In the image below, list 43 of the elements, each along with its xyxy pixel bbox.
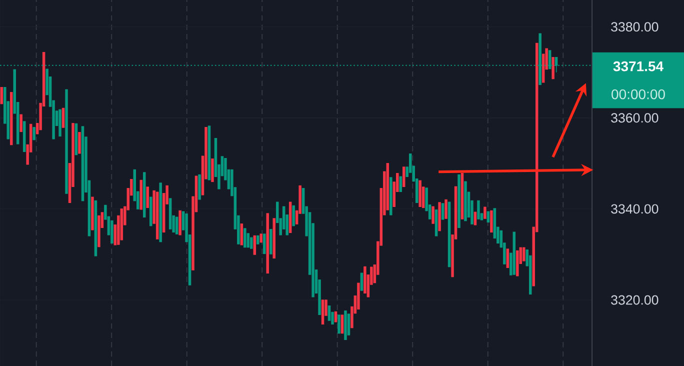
candlestick	[211, 158, 214, 182]
candlestick	[444, 199, 448, 219]
candlestick	[357, 282, 360, 310]
y-tick-label: 3320.00	[611, 295, 658, 305]
candlestick	[32, 127, 36, 140]
candlestick	[198, 174, 201, 200]
candlestick	[418, 180, 422, 208]
candlestick	[146, 186, 149, 208]
y-tick-label: 3360.00	[611, 113, 658, 123]
candlestick	[490, 210, 493, 233]
candlestick	[438, 202, 441, 232]
candlestick	[344, 310, 347, 340]
candlestick	[522, 247, 526, 262]
candlestick	[20, 114, 22, 132]
candlestick	[91, 196, 94, 230]
candlestick	[399, 176, 402, 192]
candlestick	[390, 177, 392, 216]
candlestick	[272, 218, 276, 258]
y-tick-label: 3340.00	[611, 204, 658, 214]
candlestick	[458, 174, 460, 228]
candlestick	[159, 182, 162, 242]
candlestick	[178, 210, 182, 236]
candlestick	[364, 266, 366, 294]
candlestick	[484, 206, 486, 219]
candlestick	[552, 56, 554, 80]
candlestick	[244, 228, 246, 248]
candlestick	[338, 314, 340, 334]
candlestick	[256, 235, 260, 244]
candlestick	[140, 180, 142, 210]
candlestick	[250, 237, 253, 249]
candlestick	[432, 206, 434, 224]
text: 00:00:00	[612, 89, 665, 100]
candlestick	[110, 220, 114, 244]
candlestick	[464, 181, 467, 222]
candlestick	[58, 109, 62, 136]
y-tick-label: 3380.00	[611, 22, 658, 32]
candlestick	[516, 250, 519, 276]
candlestick	[78, 132, 81, 154]
ref-line-label: 3371.54	[613, 61, 664, 72]
candlestick	[98, 215, 100, 248]
candlestick	[65, 89, 68, 194]
candlestick	[477, 200, 480, 220]
candlestick	[292, 205, 295, 226]
